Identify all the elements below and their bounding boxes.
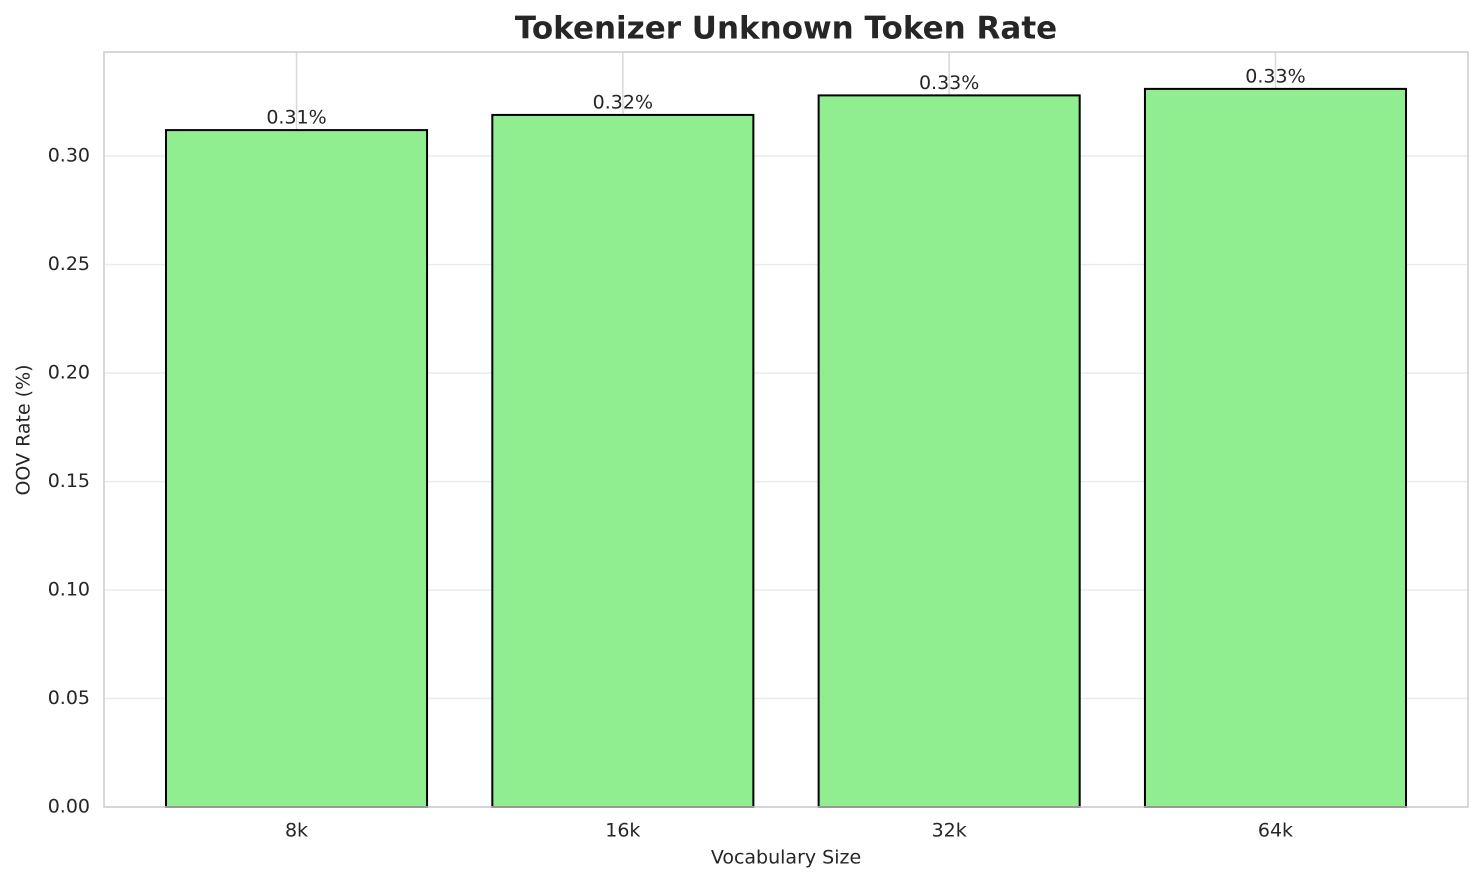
value-label: 0.33%: [919, 72, 979, 94]
x-tick-label: 16k: [605, 820, 640, 842]
bar: [1143, 87, 1408, 808]
y-axis-label: OOV Rate (%): [13, 364, 35, 495]
bar: [817, 94, 1081, 808]
plot-frame: [103, 51, 1469, 808]
bar: [165, 129, 429, 808]
value-label: 0.33%: [1245, 65, 1305, 87]
chart-title: Tokenizer Unknown Token Rate: [515, 11, 1057, 47]
y-tick-label: 0.10: [48, 579, 90, 601]
bar: [491, 113, 755, 808]
value-label: 0.32%: [593, 91, 653, 113]
y-tick-label: 0.20: [48, 362, 90, 384]
y-tick-label: 0.25: [48, 253, 90, 275]
y-tick-label: 0.30: [48, 145, 90, 167]
y-tick-label: 0.05: [48, 687, 90, 709]
x-tick-label: 64k: [1258, 820, 1293, 842]
y-tick-label: 0.00: [48, 796, 90, 818]
x-tick-label: 32k: [932, 820, 967, 842]
x-axis-label: Vocabulary Size: [711, 847, 861, 869]
value-label: 0.31%: [266, 107, 326, 129]
x-tick-label: 8k: [285, 820, 308, 842]
y-tick-label: 0.15: [48, 470, 90, 492]
